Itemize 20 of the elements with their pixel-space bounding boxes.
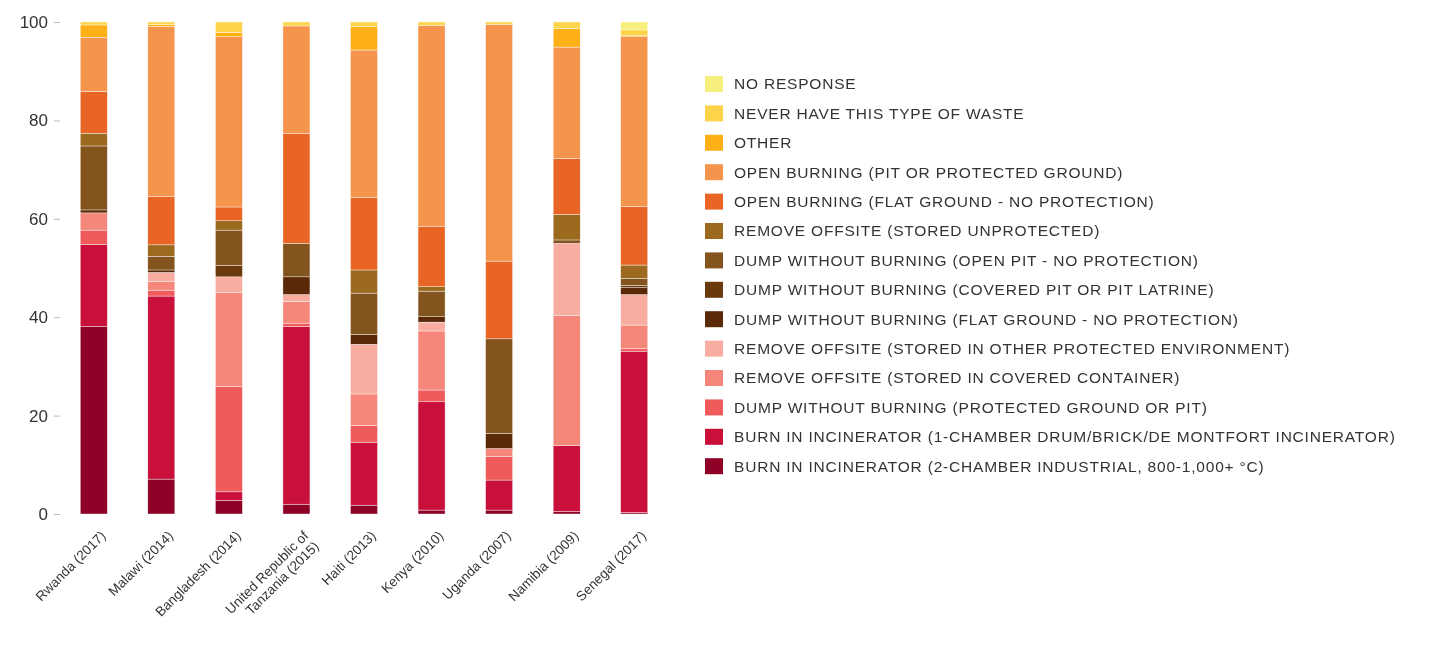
y-tick-label: 40 xyxy=(29,308,48,328)
legend-label: REMOVE OFFSITE (STORED IN COVERED CONTAINER) xyxy=(734,369,1181,387)
y-tick-label: 80 xyxy=(29,111,48,131)
legend-label: REMOVE OFFSITE (STORED IN OTHER PROTECTED ENVIRONMENT) xyxy=(734,340,1291,358)
y-tick-label: 60 xyxy=(29,209,48,229)
y-tick-label: 20 xyxy=(29,406,48,426)
legend-label: DUMP WITHOUT BURNING (OPEN PIT - NO PROTECTION) xyxy=(734,251,1199,269)
legend-label: NEVER HAVE THIS TYPE OF WASTE xyxy=(734,104,1025,122)
legend-label: BURN IN INCINERATOR (2-CHAMBER INDUSTRIAL, 800-1,000+ °C) xyxy=(734,457,1265,475)
legend-label: BURN IN INCINERATOR (1-CHAMBER DRUM/BRICK/DE MONTFORT INCINERATOR) xyxy=(734,428,1396,446)
legend-label: OPEN BURNING (FLAT GROUND - NO PROTECTION) xyxy=(734,193,1155,211)
legend-label: OPEN BURNING (PIT OR PROTECTED GROUND) xyxy=(734,163,1124,181)
y-tick-label: 100 xyxy=(19,12,48,32)
legend-label: DUMP WITHOUT BURNING (PROTECTED GROUND OR PIT) xyxy=(734,398,1208,416)
legend-label: REMOVE OFFSITE (STORED UNPROTECTED) xyxy=(734,222,1101,240)
legend-label: OTHER xyxy=(734,134,793,152)
legend-label: DUMP WITHOUT BURNING (COVERED PIT OR PIT LATRINE) xyxy=(734,281,1215,299)
legend-label: DUMP WITHOUT BURNING (FLAT GROUND - NO PROTECTION) xyxy=(734,310,1239,328)
legend-label: NO RESPONSE xyxy=(734,75,857,93)
y-tick-label: 0 xyxy=(38,504,48,524)
